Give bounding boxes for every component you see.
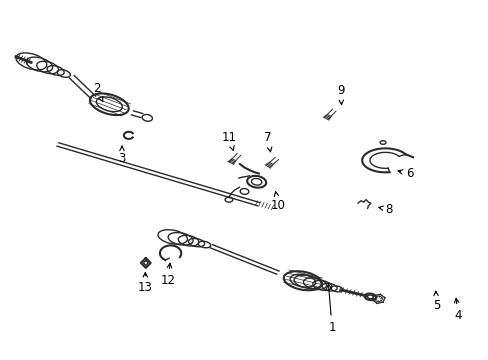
Text: 7: 7 <box>264 131 271 152</box>
Text: 2: 2 <box>93 82 102 102</box>
Text: 11: 11 <box>221 131 236 150</box>
Text: 9: 9 <box>336 84 344 104</box>
Text: 10: 10 <box>270 192 285 212</box>
Text: 4: 4 <box>453 298 461 322</box>
Text: 1: 1 <box>326 284 335 334</box>
Text: 8: 8 <box>378 203 392 216</box>
Text: 5: 5 <box>432 291 439 312</box>
Text: 6: 6 <box>397 167 413 180</box>
Text: 12: 12 <box>160 263 175 287</box>
Text: 13: 13 <box>138 273 152 294</box>
Text: 3: 3 <box>118 146 125 165</box>
